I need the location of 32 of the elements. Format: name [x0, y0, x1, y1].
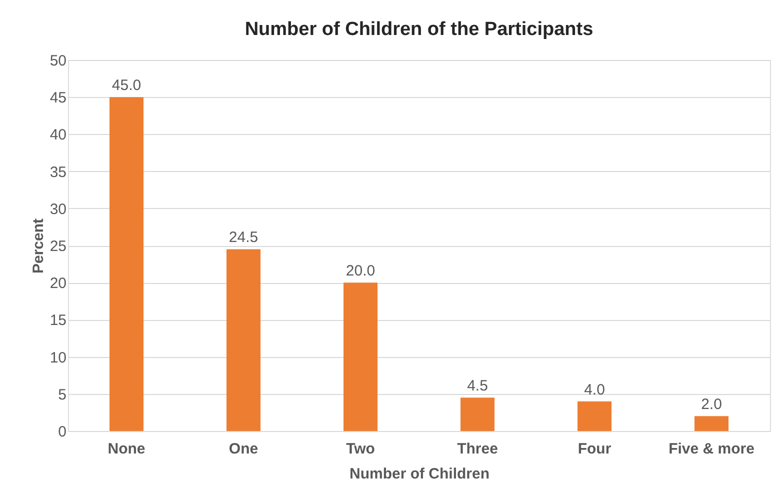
chart-title: Number of Children of the Participants [244, 19, 594, 40]
bar [344, 282, 378, 431]
x-tick-label: One [228, 440, 258, 458]
data-label: 20.0 [346, 262, 376, 280]
data-label: 4.5 [467, 378, 488, 395]
x-tick-label: Two [346, 440, 375, 458]
bar [110, 97, 144, 431]
y-tick-label: 35 [50, 164, 66, 181]
data-label: 4.0 [584, 381, 605, 398]
x-tick-label: Three [457, 440, 498, 458]
data-label: 24.5 [228, 229, 258, 246]
x-tick-label: Four [578, 440, 612, 458]
x-tick-label: Five & more [668, 440, 754, 458]
x-tick-label: None [108, 440, 146, 458]
y-tick-label: 45 [50, 90, 66, 107]
y-tick-label: 30 [50, 200, 66, 218]
y-tick-label: 0 [58, 424, 66, 440]
y-tick-label: 50 [50, 52, 66, 70]
y-tick-label: 5 [58, 386, 66, 404]
x-axis-title: Number of Children [349, 466, 490, 482]
data-label: 2.0 [701, 396, 722, 414]
y-tick-label: 15 [50, 312, 66, 330]
y-axis-title: Percent [30, 218, 47, 274]
y-tick-label: 25 [50, 238, 66, 255]
y-tick-label: 40 [50, 126, 66, 144]
bar [460, 398, 494, 431]
y-tick-label: 10 [50, 349, 66, 366]
bar [694, 416, 728, 431]
bar [578, 401, 612, 431]
bar [226, 249, 260, 431]
data-label: 45.0 [112, 77, 142, 94]
y-tick-label: 20 [50, 275, 66, 292]
